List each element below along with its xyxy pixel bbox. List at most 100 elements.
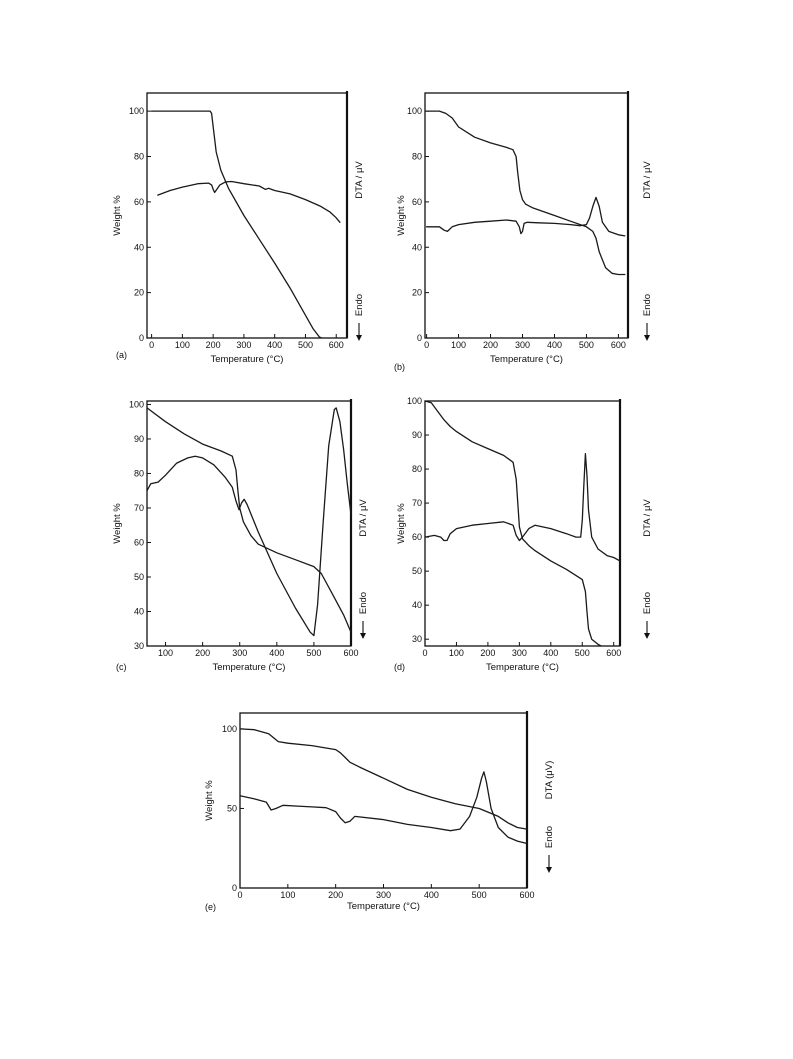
chart-d-x-tick-label: 300	[512, 648, 527, 658]
chart-a-dta-curve	[157, 180, 341, 223]
chart-d-endo-arrow-icon	[644, 633, 650, 639]
chart-d-dta-curve	[424, 453, 621, 562]
chart-e-plot-frame	[239, 712, 528, 889]
chart-e-x-tick-label: 600	[519, 890, 534, 900]
chart-d-panel-label: (d)	[394, 662, 405, 672]
chart-b-endo-label: Endo	[642, 294, 653, 316]
chart-b-x-tick-label: 100	[451, 340, 466, 350]
chart-c-y-tick-label: 60	[134, 537, 144, 547]
chart-b-dta-curve	[425, 196, 626, 237]
chart-c-y-axis-label: Weight %	[112, 503, 123, 544]
chart-a-x-tick-label: 0	[149, 340, 154, 350]
chart-d-x-tick-label: 200	[480, 648, 495, 658]
chart-c-x-tick-label: 600	[343, 648, 358, 658]
chart-c-tga-curve	[146, 407, 352, 633]
chart-e-tga-curve	[239, 728, 528, 830]
chart-c-y-tick-label: 70	[134, 503, 144, 513]
chart-b-x-tick-label: 600	[611, 340, 626, 350]
chart-c-y-tick-label: 50	[134, 572, 144, 582]
chart-b-y-tick-label: 80	[412, 152, 422, 162]
chart-e-x-tick-label: 200	[328, 890, 343, 900]
chart-c-x-tick-label: 200	[195, 648, 210, 658]
chart-a-x-tick-label: 600	[329, 340, 344, 350]
chart-b-y-axis-label: Weight %	[396, 195, 407, 236]
chart-e-x-tick-label: 100	[280, 890, 295, 900]
panel-b: 0 100 200 300 400 500 600 0 20 40 60 80 100 Temperatu…	[392, 90, 670, 390]
chart-d-x-tick-label: 0	[422, 648, 427, 658]
chart-a-y-tick-label: 0	[139, 333, 144, 343]
chart-a-x-tick-label: 200	[206, 340, 221, 350]
chart-d-y-tick-label: 80	[412, 464, 422, 474]
chart-a-tga-curve	[150, 110, 323, 339]
panel-e: 0 100 200 300 400 500 600 0 50 100 Temperature (°C…	[200, 705, 580, 920]
chart-a-x-axis-label: Temperature (°C)	[211, 354, 284, 365]
panel-a: 0 100 200 300 400 500 600 0 20 40 60 80 100 Temperatu…	[110, 90, 368, 380]
chart-d-x-tick-label: 100	[449, 648, 464, 658]
chart-b-panel-label: (b)	[394, 362, 405, 372]
chart-a-x-tick-label: 400	[267, 340, 282, 350]
chart-b-y-tick-label: 40	[412, 242, 422, 252]
chart-e-endo-arrow-icon	[546, 867, 552, 873]
chart-d-x-axis-label: Temperature (°C)	[486, 662, 559, 673]
chart-e-y-axis-label: Weight %	[204, 780, 215, 821]
chart-b-endo-arrow-icon	[644, 335, 650, 341]
chart-a-plot-frame	[146, 92, 348, 339]
chart-a-x-tick-label: 300	[236, 340, 251, 350]
chart-b-x-tick-label: 0	[424, 340, 429, 350]
chart-b-plot-frame	[424, 92, 629, 339]
chart-c-dta-axis-label: DTA / μV	[358, 499, 369, 537]
chart-b-svg: 0 100 200 300 400 500 600 0 20 40 60 80 100 Temperatu…	[394, 91, 653, 372]
chart-a-x-tick-label: 100	[175, 340, 190, 350]
chart-c-y-tick-label: 80	[134, 468, 144, 478]
chart-a-endo-arrow-icon	[356, 335, 362, 341]
chart-b-x-tick-label: 500	[579, 340, 594, 350]
chart-e-dta-axis-label: DTA (μV)	[544, 761, 555, 800]
chart-a-y-tick-label: 20	[134, 288, 144, 298]
chart-b-x-axis-label: Temperature (°C)	[490, 354, 563, 365]
chart-d-x-tick-label: 400	[543, 648, 558, 658]
chart-b-tga-curve	[425, 110, 626, 276]
chart-a-svg: 0 100 200 300 400 500 600 0 20 40 60 80 100 Temperatu…	[112, 91, 365, 365]
chart-e-x-tick-label: 500	[472, 890, 487, 900]
chart-d-dta-axis-label: DTA / μV	[642, 499, 653, 537]
chart-d-y-tick-label: 40	[412, 600, 422, 610]
chart-a-panel-label: (a)	[116, 350, 127, 360]
chart-d-endo-label: Endo	[642, 592, 653, 614]
chart-b-y-tick-label: 60	[412, 197, 422, 207]
chart-d-y-tick-label: 30	[412, 634, 422, 644]
chart-c-svg: 100 200 300 400 500 600 30 40 50 60 70 80 90 100 Tempe…	[112, 399, 369, 673]
chart-c-plot-frame	[146, 400, 352, 647]
chart-e-y-tick-label: 100	[222, 724, 237, 734]
chart-b-x-tick-label: 300	[515, 340, 530, 350]
chart-c-panel-label: (c)	[116, 662, 127, 672]
chart-c-y-tick-label: 30	[134, 641, 144, 651]
chart-d-y-tick-label: 50	[412, 566, 422, 576]
chart-e-y-tick-label: 50	[227, 803, 237, 813]
chart-a-y-tick-label: 100	[129, 106, 144, 116]
chart-b-dta-axis-label: DTA / μV	[642, 161, 653, 199]
chart-d-y-tick-label: 100	[407, 396, 422, 406]
chart-e-svg: 0 100 200 300 400 500 600 0 50 100 Temperature (°C…	[204, 711, 555, 912]
chart-a-y-tick-label: 60	[134, 197, 144, 207]
chart-d-y-tick-label: 90	[412, 430, 422, 440]
chart-b-x-tick-label: 400	[547, 340, 562, 350]
chart-d-y-tick-label: 70	[412, 498, 422, 508]
chart-e-x-tick-label: 400	[424, 890, 439, 900]
panel-d: 0 100 200 300 400 500 600 30 40 50 60 70 80 90 100 Temp…	[392, 396, 670, 690]
chart-e-y-tick-label: 0	[232, 883, 237, 893]
chart-c-endo-label: Endo	[358, 592, 369, 614]
chart-e-dta-curve	[239, 771, 528, 845]
panel-c: 100 200 300 400 500 600 30 40 50 60 70 80 90 100 Tempe…	[110, 398, 372, 690]
chart-c-x-tick-label: 100	[158, 648, 173, 658]
chart-e-x-tick-label: 300	[376, 890, 391, 900]
chart-d-svg: 0 100 200 300 400 500 600 30 40 50 60 70 80 90 100 Temp…	[394, 396, 653, 673]
chart-d-x-tick-label: 500	[575, 648, 590, 658]
chart-b-y-tick-label: 20	[412, 288, 422, 298]
chart-e-x-tick-label: 0	[237, 890, 242, 900]
chart-e-x-axis-label: Temperature (°C)	[347, 901, 420, 912]
chart-b-y-tick-label: 100	[407, 106, 422, 116]
chart-c-y-tick-label: 90	[134, 434, 144, 444]
chart-c-y-tick-label: 40	[134, 606, 144, 616]
chart-b-x-tick-label: 200	[483, 340, 498, 350]
chart-d-y-axis-label: Weight %	[396, 503, 407, 544]
